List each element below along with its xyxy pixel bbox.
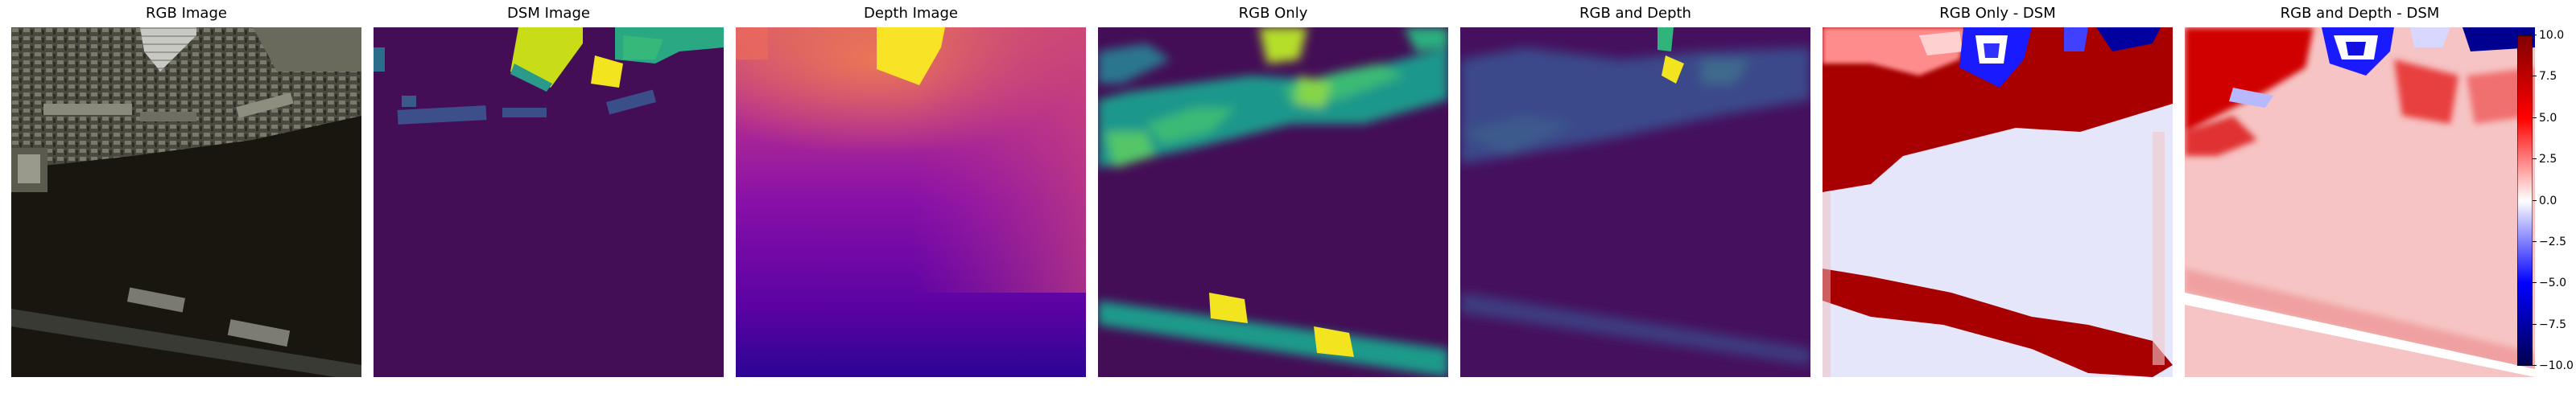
panel-title: RGB and Depth [1579, 5, 1691, 22]
panel-depth-image: Depth Image [736, 0, 1086, 378]
colorbar-tick-label: −7.5 [2539, 318, 2566, 331]
colorbar [2517, 35, 2533, 366]
panel-rgb-image: RGB Image [11, 0, 361, 378]
panel-title: Depth Image [864, 5, 958, 22]
panel-title: RGB Only [1238, 5, 1308, 22]
panel-rgb-and-depth: RGB and Depth [1460, 0, 1810, 378]
colorbar-tick-label: 2.5 [2539, 153, 2557, 166]
colorbar-tick-label: 10.0 [2539, 29, 2565, 42]
panel-rgb-only: RGB Only [1098, 0, 1448, 378]
panel-rgb-only-minus-dsm: RGB Only - DSM [1823, 0, 2173, 378]
colorbar-tick-label: −10.0 [2539, 359, 2574, 372]
panel-dsm-image: DSM Image [374, 0, 724, 378]
panel-rgb-and-depth-minus-dsm: RGB and Depth - DSM [2185, 0, 2535, 378]
panel-title: DSM Image [507, 5, 590, 22]
panel-title: RGB Only - DSM [1939, 5, 2056, 22]
depth-image [736, 27, 1086, 377]
colorbar-tick-label: −5.0 [2539, 277, 2566, 290]
rgb-only-prediction [1098, 27, 1448, 377]
colorbar-tick-label: 0.0 [2539, 194, 2557, 207]
panel-title: RGB and Depth - DSM [2280, 5, 2440, 22]
rgb-image [11, 27, 361, 377]
colorbar-tick-label: −2.5 [2539, 235, 2566, 248]
rgb-and-depth-error-map [2185, 27, 2535, 377]
rgb-and-depth-prediction [1460, 27, 1810, 377]
panel-title: RGB Image [146, 5, 227, 22]
colorbar-tick-label: 7.5 [2539, 70, 2557, 84]
rgb-only-error-map [1823, 27, 2173, 377]
colorbar-tick-label: 5.0 [2539, 111, 2557, 125]
dsm-image [374, 27, 724, 377]
